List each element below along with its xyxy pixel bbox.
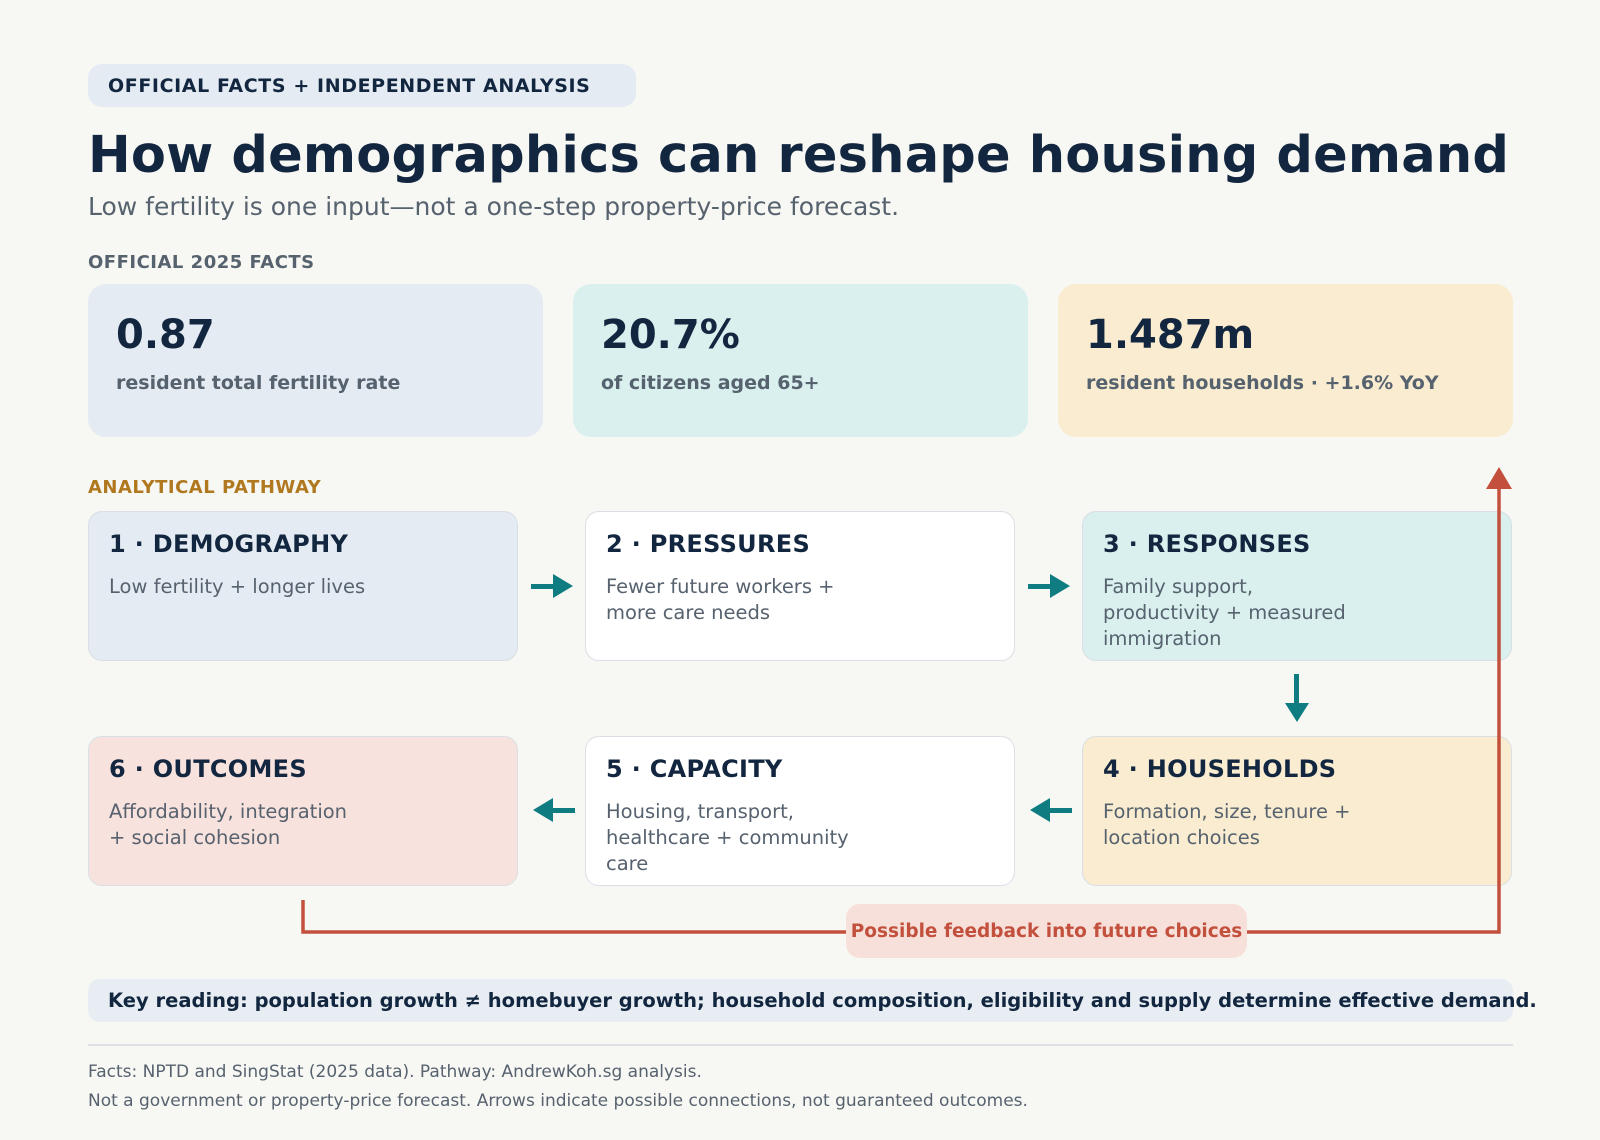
fact-card-households: 1.487m resident households · +1.6% YoY (1058, 284, 1513, 437)
arrow-right-icon (531, 574, 573, 598)
fact-value: 1.487m (1086, 312, 1255, 358)
facts-section-label: OFFICIAL 2025 FACTS (88, 252, 315, 273)
step-body: Fewer future workers + more care needs (606, 575, 835, 624)
arrow-left-icon (1030, 798, 1072, 822)
step-capacity: 5 · CAPACITY Housing, transport, healthc… (585, 736, 1015, 886)
fact-description: resident households · +1.6% YoY (1086, 372, 1439, 394)
step-responses: 3 · RESPONSES Family support, productivi… (1082, 511, 1512, 661)
feedback-arrowhead (1486, 467, 1512, 489)
step-body: Formation, size, tenure + location choic… (1103, 800, 1351, 849)
arrow-down-icon (1285, 674, 1309, 722)
fact-value: 0.87 (116, 312, 215, 358)
key-reading-banner: Key reading: population growth ≠ homebuy… (88, 979, 1537, 1022)
step-body: Family support, productivity + measured … (1103, 575, 1346, 650)
header-badge: OFFICIAL FACTS + INDEPENDENT ANALYSIS (88, 64, 636, 107)
pathway-section-label: ANALYTICAL PATHWAY (88, 477, 322, 498)
step-heading: 6 · OUTCOMES (109, 755, 307, 783)
fact-value: 20.7% (601, 312, 740, 358)
fact-description: of citizens aged 65+ (601, 372, 820, 394)
fact-description: resident total fertility rate (116, 372, 401, 394)
feedback-label: Possible feedback into future choices (846, 904, 1247, 958)
page-subtitle: Low fertility is one input—not a one-ste… (88, 192, 900, 221)
fact-card-aged: 20.7% of citizens aged 65+ (573, 284, 1028, 437)
step-heading: 5 · CAPACITY (606, 755, 783, 783)
page-title: How demographics can reshape housing dem… (88, 126, 1510, 185)
arrow-left-icon (533, 798, 575, 822)
divider (88, 1044, 1513, 1046)
step-pressures: 2 · PRESSURES Fewer future workers + mor… (585, 511, 1015, 661)
step-heading: 1 · DEMOGRAPHY (109, 530, 349, 558)
arrow-right-icon (1028, 574, 1070, 598)
step-outcomes: 6 · OUTCOMES Affordability, integration … (88, 736, 518, 886)
footnote-sources: Facts: NPTD and SingStat (2025 data). Pa… (88, 1062, 702, 1082)
step-body: Low fertility + longer lives (109, 575, 366, 598)
step-body: Affordability, integration + social cohe… (109, 800, 348, 849)
footnote-disclaimer: Not a government or property-price forec… (88, 1091, 1028, 1111)
step-demography: 1 · DEMOGRAPHY Low fertility + longer li… (88, 511, 518, 661)
step-heading: 4 · HOUSEHOLDS (1103, 755, 1337, 783)
step-body: Housing, transport, healthcare + communi… (606, 800, 849, 875)
step-heading: 2 · PRESSURES (606, 530, 811, 558)
fact-card-fertility: 0.87 resident total fertility rate (88, 284, 543, 437)
step-households: 4 · HOUSEHOLDS Formation, size, tenure +… (1082, 736, 1512, 886)
step-heading: 3 · RESPONSES (1103, 530, 1311, 558)
